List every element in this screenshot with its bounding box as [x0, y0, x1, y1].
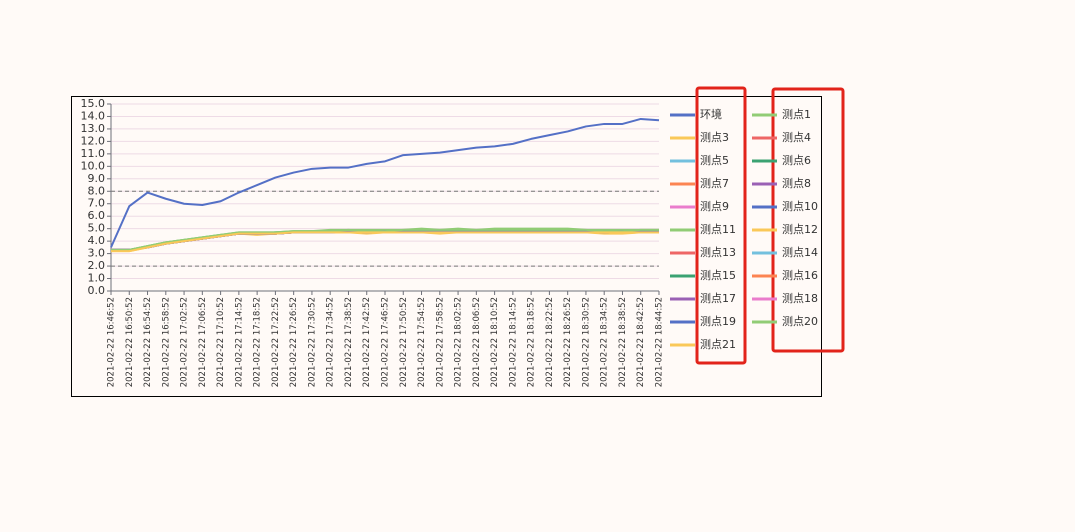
legend-label[interactable]: 测点14: [782, 246, 818, 259]
legend-label[interactable]: 测点20: [782, 315, 818, 328]
legend-label[interactable]: 测点19: [700, 315, 736, 328]
x-tick-label: 2021-02-22 17:54:52: [417, 297, 427, 387]
y-tick-label: 0.0: [88, 284, 106, 297]
legend-label[interactable]: 测点12: [782, 223, 818, 236]
legend-label[interactable]: 测点17: [700, 292, 736, 305]
series-line: [111, 228, 659, 251]
y-tick-label: 8.0: [88, 184, 106, 197]
legend-label[interactable]: 测点21: [700, 338, 736, 351]
y-tick-label: 14.0: [81, 109, 106, 122]
x-tick-label: 2021-02-22 17:46:52: [381, 297, 391, 387]
x-tick-label: 2021-02-22 17:42:52: [362, 297, 372, 387]
x-tick-label: 2021-02-22 17:14:52: [234, 297, 244, 387]
y-tick-label: 9.0: [88, 172, 106, 185]
y-tick-label: 3.0: [88, 247, 106, 260]
x-tick-label: 2021-02-22 18:22:52: [545, 297, 555, 387]
x-tick-label: 2021-02-22 17:06:52: [198, 297, 208, 387]
x-tick-label: 2021-02-22 16:54:52: [143, 297, 153, 387]
x-tick-label: 2021-02-22 17:22:52: [271, 297, 281, 387]
y-tick-label: 2.0: [88, 259, 106, 272]
legend-label[interactable]: 测点16: [782, 269, 818, 282]
legend-label[interactable]: 测点15: [700, 269, 736, 282]
y-tick-label: 7.0: [88, 197, 106, 210]
x-tick-label: 2021-02-22 18:26:52: [563, 297, 573, 387]
x-tick-label: 2021-02-22 17:38:52: [344, 297, 354, 387]
x-tick-label: 2021-02-22 17:30:52: [307, 297, 317, 387]
x-tick-label: 2021-02-22 18:02:52: [454, 297, 464, 387]
y-tick-label: 1.0: [88, 272, 106, 285]
x-tick-label: 2021-02-22 17:10:52: [216, 297, 226, 387]
x-tick-label: 2021-02-22 18:42:52: [636, 297, 646, 387]
x-tick-label: 2021-02-22 16:46:52: [107, 297, 117, 387]
legend-label[interactable]: 测点4: [782, 131, 811, 144]
legend-label[interactable]: 测点3: [700, 131, 729, 144]
x-tick-label: 2021-02-22 17:34:52: [326, 297, 336, 387]
x-tick-label: 2021-02-22 17:50:52: [399, 297, 409, 387]
legend-label[interactable]: 环境: [700, 107, 722, 121]
highlight-box: [695, 86, 747, 365]
x-tick-label: 2021-02-22 17:26:52: [289, 297, 299, 387]
chart-frame: [71, 96, 822, 397]
legend-label[interactable]: 测点6: [782, 154, 811, 167]
legend-label[interactable]: 测点13: [700, 246, 736, 259]
legend-label[interactable]: 测点18: [782, 292, 818, 305]
x-tick-label: 2021-02-22 17:58:52: [435, 297, 445, 387]
x-tick-label: 2021-02-22 16:58:52: [161, 297, 171, 387]
y-tick-label: 13.0: [81, 122, 106, 135]
y-tick-label: 6.0: [88, 209, 106, 222]
y-tick-label: 5.0: [88, 222, 106, 235]
x-tick-label: 2021-02-22 16:50:52: [125, 297, 135, 387]
series-line: [110, 117, 660, 248]
x-tick-label: 2021-02-22 18:06:52: [472, 297, 482, 387]
legend-label[interactable]: 测点1: [782, 108, 811, 121]
legend-label[interactable]: 测点8: [782, 177, 811, 190]
legend-label[interactable]: 测点9: [700, 200, 729, 213]
y-tick-label: 10.0: [81, 159, 106, 172]
x-tick-label: 2021-02-22 18:14:52: [508, 297, 518, 387]
highlight-box: [771, 87, 845, 353]
legend-label[interactable]: 测点5: [700, 154, 729, 167]
y-tick-label: 11.0: [81, 147, 106, 160]
legend-label[interactable]: 测点10: [782, 200, 818, 213]
legend-label[interactable]: 测点7: [700, 177, 729, 190]
series-line: [111, 231, 659, 253]
legend-label[interactable]: 测点11: [700, 223, 736, 236]
x-tick-label: 2021-02-22 18:44:52: [655, 297, 665, 387]
x-tick-label: 2021-02-22 17:18:52: [253, 297, 263, 387]
x-tick-label: 2021-02-22 18:10:52: [490, 297, 500, 387]
x-tick-label: 2021-02-22 18:38:52: [618, 297, 628, 387]
y-tick-label: 12.0: [81, 134, 106, 147]
x-tick-label: 2021-02-22 18:18:52: [527, 297, 537, 387]
y-tick-label: 15.0: [81, 97, 106, 110]
x-tick-label: 2021-02-22 17:02:52: [180, 297, 190, 387]
y-tick-label: 4.0: [88, 234, 106, 247]
x-tick-label: 2021-02-22 18:30:52: [581, 297, 591, 387]
x-tick-label: 2021-02-22 18:34:52: [600, 297, 610, 387]
